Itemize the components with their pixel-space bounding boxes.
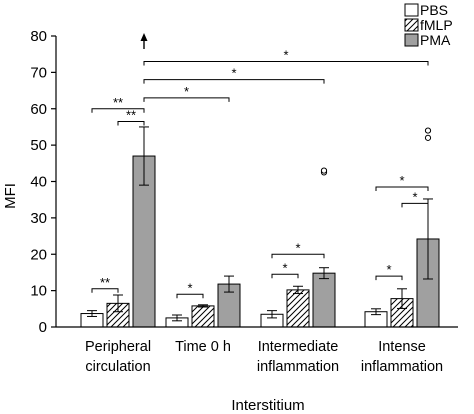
legend-swatch-fmlp [404,18,419,32]
significance-bracket [143,97,230,102]
outlier-point [424,134,432,141]
significance-label: * [184,84,189,99]
significance-bracket [271,253,325,259]
x-category-label: Peripheral [85,339,151,355]
arrow-up-icon [140,33,148,41]
x-category-label: circulation [85,359,150,375]
significance-label: * [187,280,192,295]
significance-bracket [117,120,145,126]
bar-pma [312,272,336,328]
significance-label: * [283,47,288,62]
significance-bracket [375,275,403,281]
y-tick-label: 40 [30,174,47,191]
significance-bracket [271,273,299,279]
y-tick-label: 50 [30,137,47,154]
legend-label-pbs: PBS [420,2,448,18]
outlier-point [424,127,432,134]
y-tick-label: 60 [30,101,47,118]
significance-label: ** [126,107,136,122]
y-tick-label: 0 [39,319,47,336]
significance-label: * [386,262,391,277]
bar-fmlp [191,305,215,328]
x-category-label: inflammation [361,359,443,375]
significance-bracket [401,202,429,208]
bar-fmlp [286,289,310,328]
significance-bracket [143,60,429,66]
x-axis-title: Interstitium [231,397,304,414]
x-category-label: Intermediate [258,339,339,355]
significance-bracket [375,186,429,191]
significance-bracket [91,108,145,113]
y-tick-label: 80 [30,28,47,45]
significance-bracket [176,293,204,299]
significance-bracket [143,79,325,84]
significance-label: ** [113,95,123,110]
y-tick-label: 70 [30,64,47,81]
significance-bracket [91,288,119,293]
x-category-label: Time 0 h [175,339,231,355]
x-category-label: Intense [378,339,426,355]
outlier-point [320,167,328,174]
legend-label-fmlp: fMLP [420,17,453,33]
y-axis-title: MFI [2,183,19,209]
legend-label-pma: PMA [420,32,451,48]
significance-label: * [412,189,417,204]
y-tick-label: 20 [30,246,47,263]
significance-label: ** [100,275,110,290]
y-tick-label: 30 [30,210,47,227]
legend-swatch-pbs [404,3,419,17]
significance-label: * [295,240,300,255]
x-category-label: inflammation [257,359,339,375]
significance-label: * [231,66,236,81]
y-tick-label: 10 [30,283,47,300]
legend-swatch-pma [404,33,419,47]
significance-label: * [399,173,404,188]
significance-label: * [282,260,287,275]
